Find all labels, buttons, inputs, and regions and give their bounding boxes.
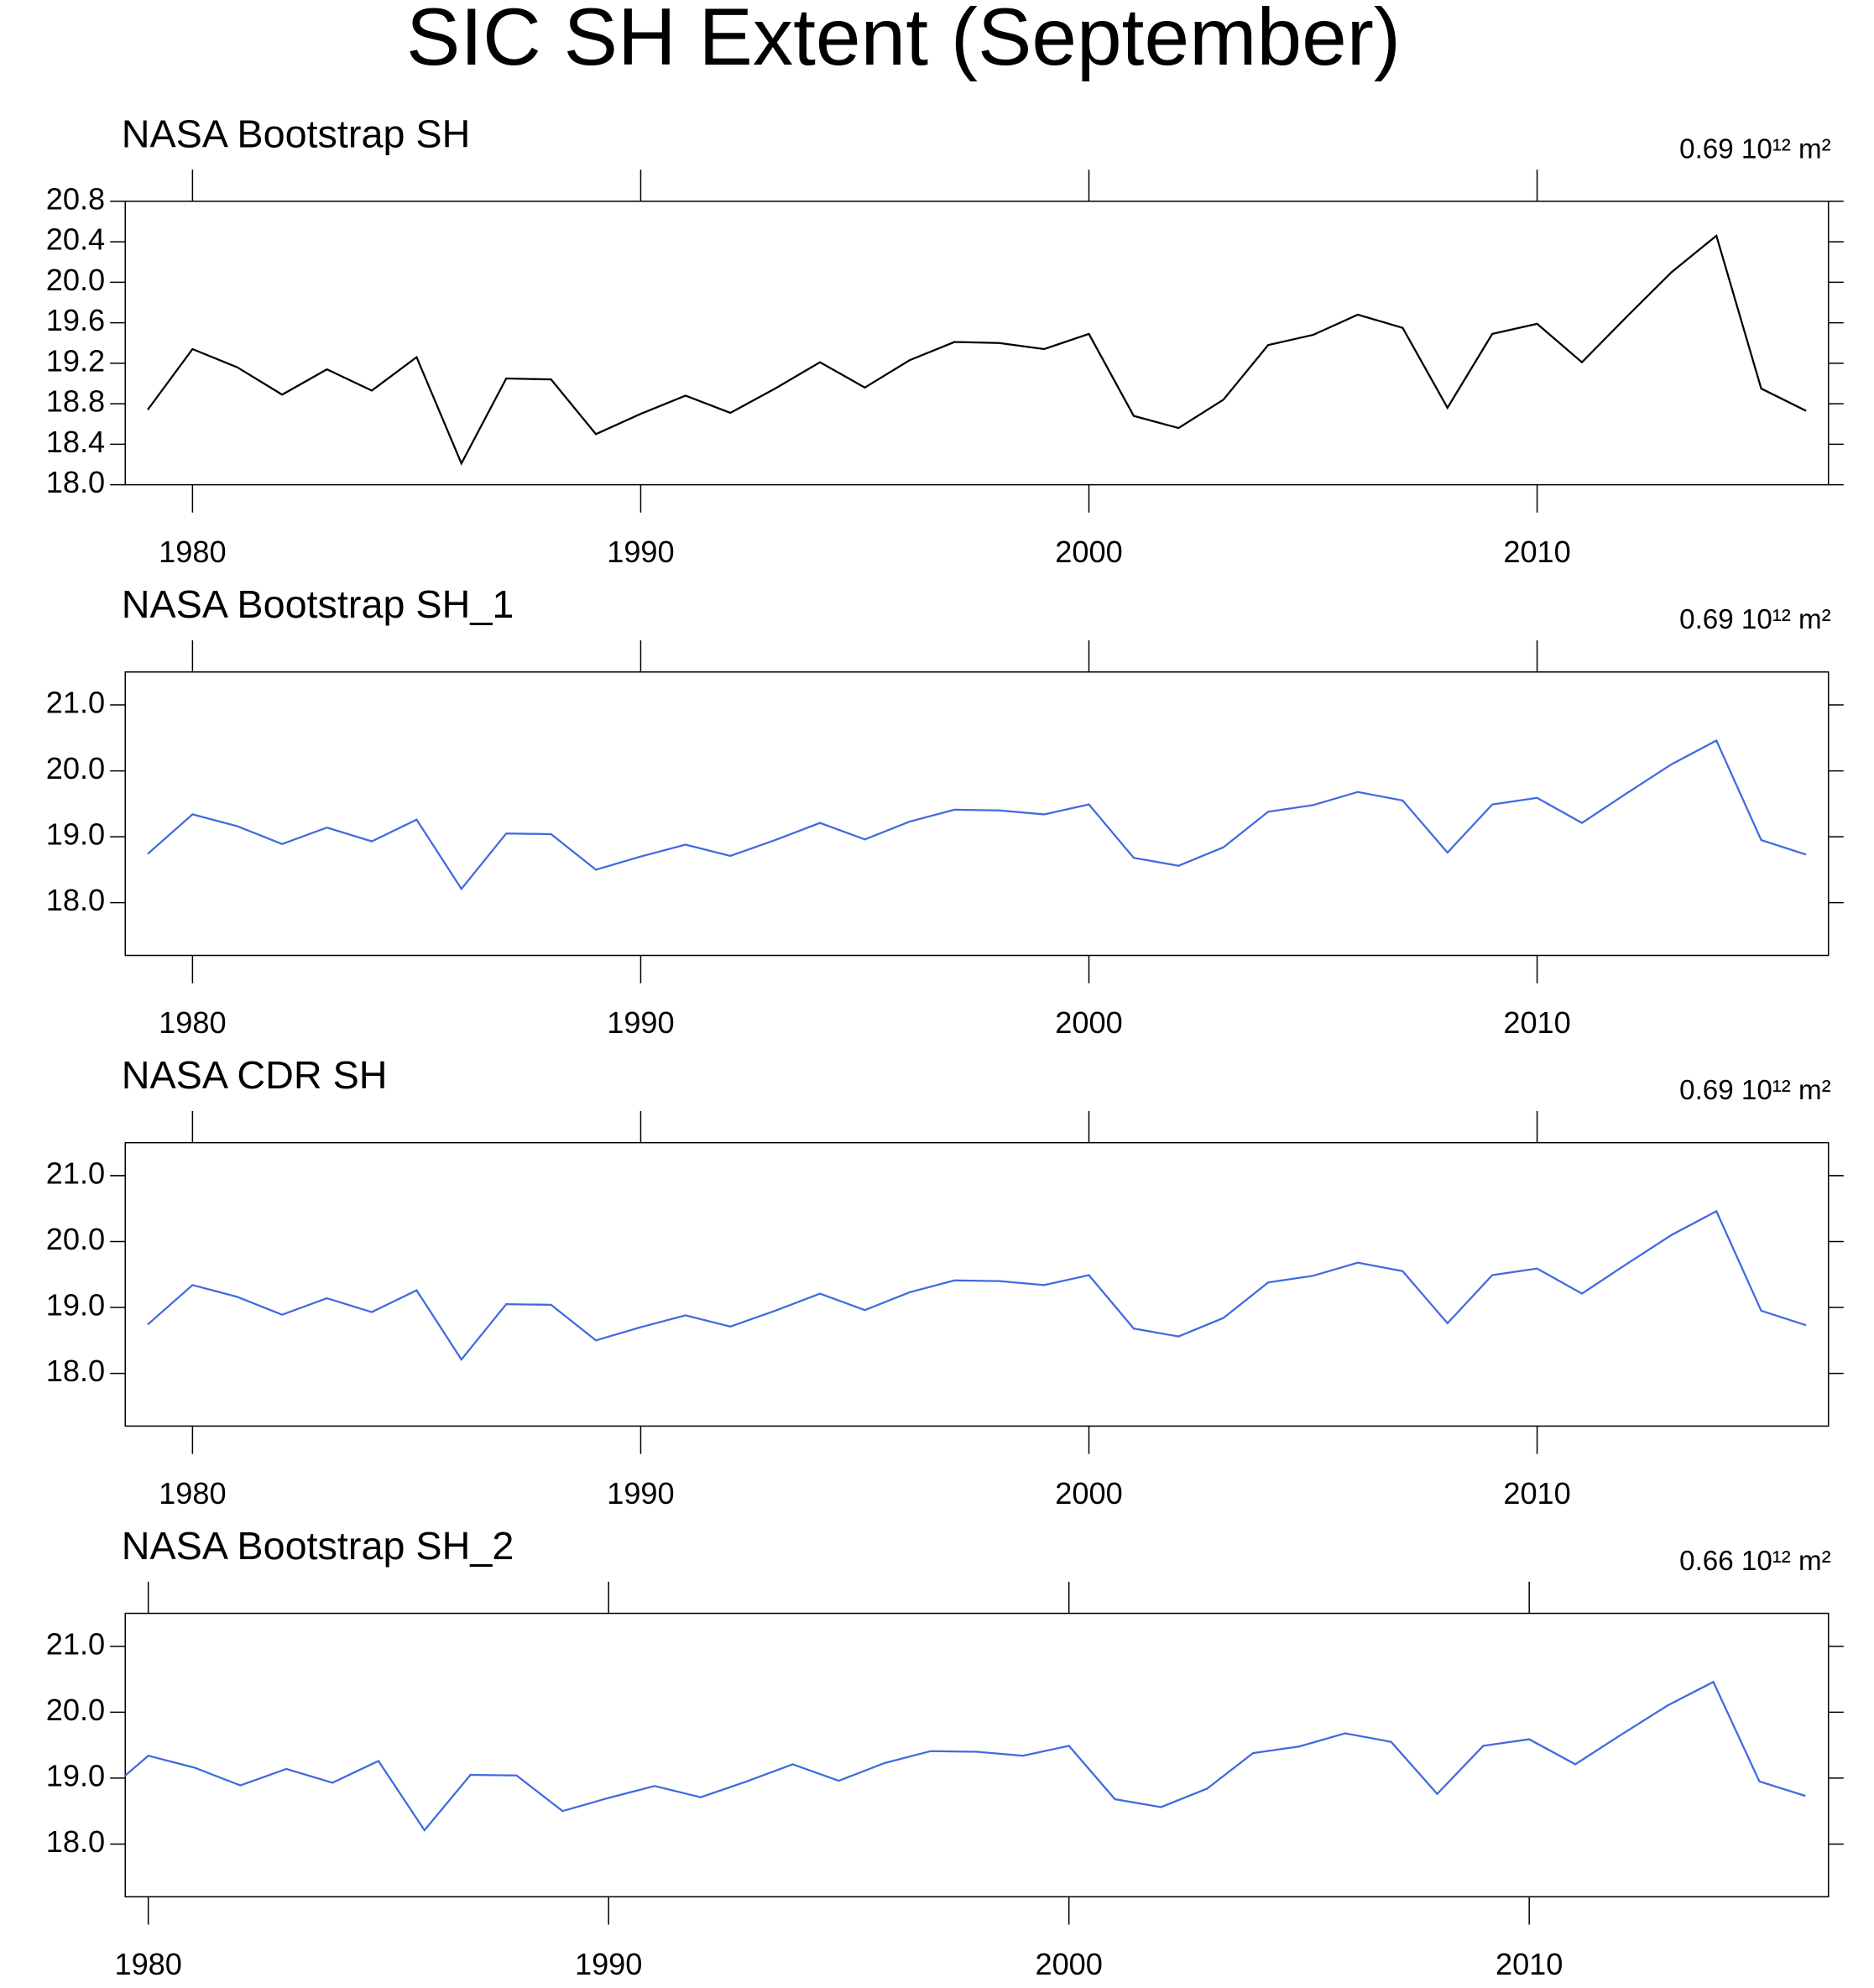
x-tick-label: 1980: [159, 535, 226, 569]
x-tick-label: 2010: [1503, 1005, 1570, 1040]
x-tick-label: 2000: [1055, 1476, 1122, 1511]
y-tick-label: 19.0: [46, 817, 105, 852]
panel-annotation: 0.69 10¹² m²: [1679, 1075, 1831, 1106]
x-tick-label: 2010: [1503, 535, 1570, 569]
x-tick-label: 1990: [575, 1947, 642, 1981]
panel-title: NASA CDR SH: [122, 1053, 388, 1097]
data-line: [147, 738, 1807, 891]
x-tick-label: 1990: [607, 1005, 674, 1040]
x-tick-label: 1990: [607, 535, 674, 569]
x-tick-label: 2000: [1055, 1005, 1122, 1040]
y-tick-label: 20.8: [46, 181, 105, 216]
y-tick-label: 18.0: [46, 1824, 105, 1859]
y-tick-label: 20.4: [46, 222, 105, 257]
plot-frame: [124, 1141, 1830, 1427]
x-tick-label: 1980: [159, 1005, 226, 1040]
plot-frame: [124, 201, 1830, 486]
x-tick-label: 1990: [607, 1476, 674, 1511]
x-tick-label: 2010: [1496, 1947, 1563, 1981]
panel-annotation: 0.69 10¹² m²: [1679, 604, 1831, 635]
data-line: [125, 1680, 1806, 1832]
y-tick-label: 19.0: [46, 1288, 105, 1323]
y-tick-label: 20.0: [46, 1693, 105, 1727]
plot-frame: [124, 671, 1830, 957]
x-tick-label: 2000: [1055, 535, 1122, 569]
x-tick-label: 2000: [1035, 1947, 1102, 1981]
x-tick-label: 1980: [114, 1947, 181, 1981]
y-tick-label: 21.0: [46, 1156, 105, 1190]
y-tick-label: 18.0: [46, 465, 105, 499]
panel-title: NASA Bootstrap SH_2: [122, 1524, 514, 1568]
y-tick-label: 20.0: [46, 263, 105, 297]
y-tick-label: 20.0: [46, 751, 105, 785]
y-tick-label: 21.0: [46, 686, 105, 720]
panel-annotation: 0.66 10¹² m²: [1679, 1546, 1831, 1577]
y-tick-label: 18.4: [46, 425, 105, 459]
panel-title: NASA Bootstrap SH: [122, 112, 471, 155]
y-tick-label: 18.0: [46, 1354, 105, 1388]
x-tick-label: 1980: [159, 1476, 226, 1511]
data-line: [147, 1209, 1807, 1362]
panel-annotation: 0.69 10¹² m²: [1679, 133, 1831, 164]
y-tick-label: 19.6: [46, 303, 105, 337]
x-tick-label: 2010: [1503, 1476, 1570, 1511]
y-tick-label: 18.0: [46, 883, 105, 917]
data-line: [147, 233, 1807, 466]
plot-frame: [124, 1612, 1830, 1898]
main-title: SIC SH Extent (September): [406, 0, 1401, 82]
y-tick-label: 20.0: [46, 1222, 105, 1256]
panel-title: NASA Bootstrap SH_1: [122, 582, 514, 626]
y-tick-label: 19.2: [46, 343, 105, 378]
y-tick-label: 18.8: [46, 384, 105, 419]
y-tick-label: 21.0: [46, 1626, 105, 1661]
y-tick-label: 19.0: [46, 1758, 105, 1792]
